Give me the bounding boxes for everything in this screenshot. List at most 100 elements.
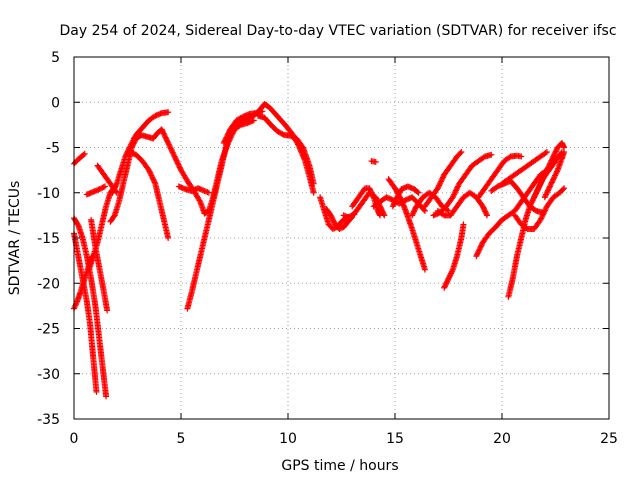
data-point xyxy=(439,174,446,181)
data-point xyxy=(538,179,545,186)
data-point xyxy=(542,149,549,156)
data-point xyxy=(539,176,546,183)
data-point xyxy=(457,150,464,157)
series-arc-6 xyxy=(85,183,118,273)
data-point xyxy=(542,192,549,199)
data-point xyxy=(451,191,458,198)
data-point xyxy=(220,139,227,146)
data-point xyxy=(473,253,480,260)
data-point xyxy=(550,175,557,182)
data-point xyxy=(550,176,557,183)
data-point xyxy=(372,158,379,165)
data-point xyxy=(548,180,555,187)
data-point xyxy=(544,165,551,172)
series-arc-26 xyxy=(421,149,465,210)
data-point xyxy=(110,213,117,220)
data-point xyxy=(310,180,317,187)
data-point xyxy=(539,212,546,219)
data-point xyxy=(225,129,232,136)
data-point xyxy=(436,181,443,188)
data-point xyxy=(166,142,173,149)
data-point xyxy=(547,160,554,167)
data-point xyxy=(549,154,556,161)
data-point xyxy=(545,187,552,194)
x-tick-label: 15 xyxy=(386,431,404,447)
x-tick-label: 25 xyxy=(600,431,618,447)
data-point xyxy=(536,183,543,190)
data-point xyxy=(546,184,553,191)
data-point xyxy=(477,243,484,250)
series-arc-11 xyxy=(126,149,172,241)
y-tick-label: -25 xyxy=(37,322,60,338)
data-point xyxy=(223,134,230,141)
data-point xyxy=(553,169,560,176)
data-point xyxy=(151,179,158,186)
data-point xyxy=(533,188,540,195)
data-point xyxy=(543,167,550,174)
data-point xyxy=(170,150,177,157)
data-point xyxy=(438,177,445,184)
series-arc-16 xyxy=(255,112,317,187)
data-point xyxy=(473,251,480,258)
data-point xyxy=(518,153,525,160)
data-point xyxy=(531,192,538,199)
data-point xyxy=(538,214,545,221)
data-point xyxy=(547,158,554,165)
data-point xyxy=(544,188,551,195)
data-point xyxy=(439,175,446,182)
data-point xyxy=(225,130,232,137)
y-tick-label: -15 xyxy=(37,231,60,247)
data-point xyxy=(451,190,458,197)
data-point xyxy=(146,168,153,175)
data-point xyxy=(165,141,172,148)
data-point xyxy=(474,250,481,257)
data-point xyxy=(148,172,155,179)
data-point xyxy=(538,177,545,184)
data-point xyxy=(170,152,177,159)
data-point xyxy=(438,178,445,185)
data-point xyxy=(531,194,538,201)
data-point xyxy=(168,146,175,153)
data-point xyxy=(147,169,154,176)
data-point xyxy=(458,149,465,156)
data-point xyxy=(549,177,556,184)
data-point xyxy=(454,184,461,191)
data-point xyxy=(532,191,539,198)
data-point xyxy=(546,161,553,168)
data-point xyxy=(222,137,229,144)
data-point xyxy=(536,182,543,189)
data-point xyxy=(163,137,170,144)
data-point xyxy=(552,172,559,179)
data-point xyxy=(543,190,550,197)
x-tick-label: 20 xyxy=(493,431,511,447)
data-point xyxy=(150,176,157,183)
data-point xyxy=(449,194,456,201)
data-point xyxy=(98,185,105,192)
chart-title: Day 254 of 2024, Sidereal Day-to-day VTE… xyxy=(59,23,616,39)
data-point xyxy=(165,109,172,116)
data-point xyxy=(172,154,179,161)
data-point xyxy=(540,175,547,182)
data-point xyxy=(542,206,549,213)
data-point xyxy=(175,161,182,168)
data-point xyxy=(483,211,490,218)
data-point xyxy=(172,156,179,163)
data-point xyxy=(545,186,552,193)
data-point xyxy=(534,187,541,194)
data-point xyxy=(542,169,549,176)
data-point xyxy=(460,221,467,228)
data-point xyxy=(476,246,483,253)
data-point xyxy=(477,244,484,251)
data-point xyxy=(158,126,165,133)
data-point xyxy=(534,186,541,193)
data-point xyxy=(196,197,203,204)
data-point xyxy=(551,173,558,180)
data-point xyxy=(542,207,549,214)
data-point xyxy=(541,194,548,201)
tick-layer: 0 5 10 15 20 25 5 0 -5 -10 -15 -20 -25 -30 -35 xyxy=(37,50,618,447)
series-arc-36 xyxy=(531,139,568,201)
x-tick-label: 5 xyxy=(177,431,186,447)
data-point xyxy=(542,171,549,178)
data-point xyxy=(540,210,547,217)
